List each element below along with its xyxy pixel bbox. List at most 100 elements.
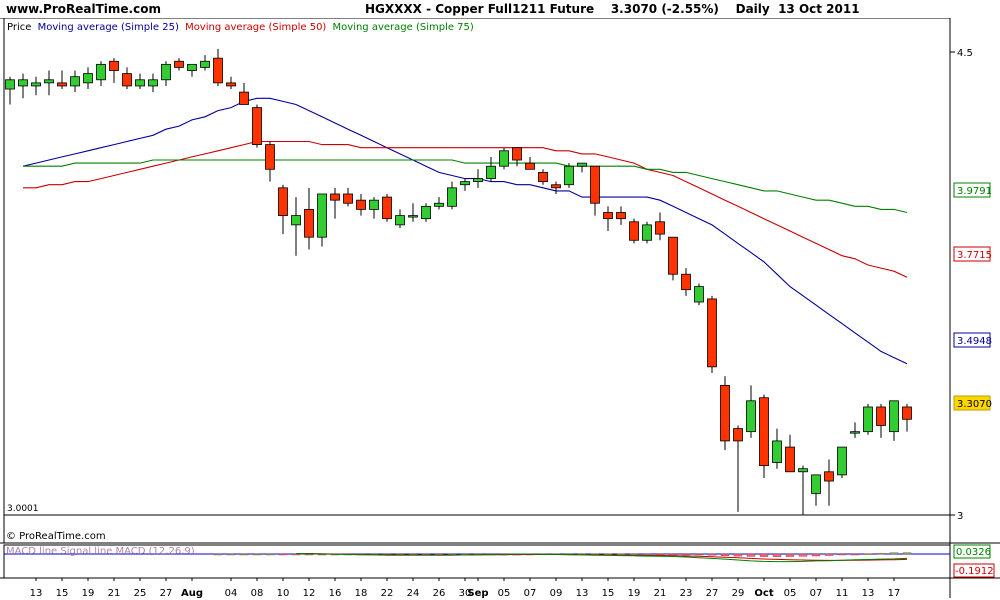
macd-bar [655,553,665,556]
candle-body [265,144,275,170]
candle [824,459,834,506]
candle-body [837,446,847,476]
tag-ma75-box [953,182,991,198]
candle [395,209,405,228]
site-name: www.ProRealTime.com [6,2,161,16]
candle [590,165,600,216]
candle-body [785,446,795,473]
candle [629,218,639,244]
macd-bar [876,552,886,555]
macd-bar [694,553,704,556]
x-tick-label: 05 [784,588,797,599]
candle [811,474,821,506]
candle-body [122,73,132,87]
legend-price: Price [7,22,31,33]
candle [512,147,522,167]
candle-body [382,196,392,220]
candle [655,212,665,241]
candle [356,193,366,216]
macd-bar [252,553,262,556]
candle [733,425,743,512]
candle [785,434,795,473]
candle [486,156,496,182]
candle [863,403,873,435]
candle [447,181,457,210]
candle-body [304,209,314,238]
candle [551,181,561,194]
candle-body [395,215,405,226]
candle [278,184,288,235]
candle [83,67,93,90]
macd-bar [785,553,795,557]
candle-body [525,162,535,170]
macd-bar [759,553,769,557]
macd-bar [746,553,756,557]
candle [200,55,210,71]
x-tick-label: 15 [602,588,615,599]
price-panel [3,18,951,544]
x-tick-label: 21 [654,588,667,599]
copyright: © ProRealTime.com [6,531,106,542]
x-tick-label: 11 [836,588,849,599]
x-tick-label: 13 [862,588,875,599]
candle [317,193,327,247]
macd-tag-2-box [953,563,995,578]
candle-body [876,406,886,426]
candle-body [551,184,561,189]
candle-body [135,79,145,87]
candle [421,203,431,222]
candle [31,76,41,96]
candle-body [239,91,249,105]
candle-body [603,212,613,220]
candle-body [5,79,15,90]
ma50-line [23,140,908,278]
x-tick-label: 19 [82,588,95,599]
candle [382,193,392,222]
x-tick-label: 13 [30,588,43,599]
candle [902,403,912,432]
macd-bar [278,553,288,556]
candle [330,187,340,219]
chart-area: Price Moving average (Simple 25) Moving … [0,18,1000,599]
x-tick-label: 12 [303,588,316,599]
x-tick-label: 07 [524,588,537,599]
candle-body [200,60,210,68]
macd-bar [265,553,275,556]
candle [265,141,275,182]
x-tick-label: Aug [181,588,203,599]
candle-body [252,107,262,145]
candle-body [642,224,652,241]
candle-body [759,397,769,467]
candle-body [343,193,353,204]
candle [239,82,249,105]
candle [473,169,483,188]
macd-bar [811,553,821,557]
candle-body [356,199,366,210]
candle [876,403,886,438]
macd-bar [226,553,236,556]
candle-body [811,474,821,494]
x-tick-label: 29 [732,588,745,599]
candle [96,61,106,86]
macd-bar [707,553,717,556]
candle-body [850,431,860,434]
candle [525,156,535,170]
x-tick-label: 10 [277,588,290,599]
candle [174,58,184,71]
macd-bar [902,552,912,555]
x-tick-label: 19 [628,588,641,599]
macd-bar [239,553,249,556]
candle-body [824,471,834,482]
candle-body [57,82,67,87]
low-level-label: 3.0001 [7,504,39,514]
candle-body [278,187,288,216]
candle-body [629,221,639,241]
x-tick-label: 30 [459,588,472,599]
candle-body [369,199,379,210]
macd-bar [733,553,743,557]
candle-body [590,165,600,204]
tag-ma25: 3.4948 [957,336,992,347]
candle [304,187,314,250]
x-tick-label: 27 [706,588,719,599]
